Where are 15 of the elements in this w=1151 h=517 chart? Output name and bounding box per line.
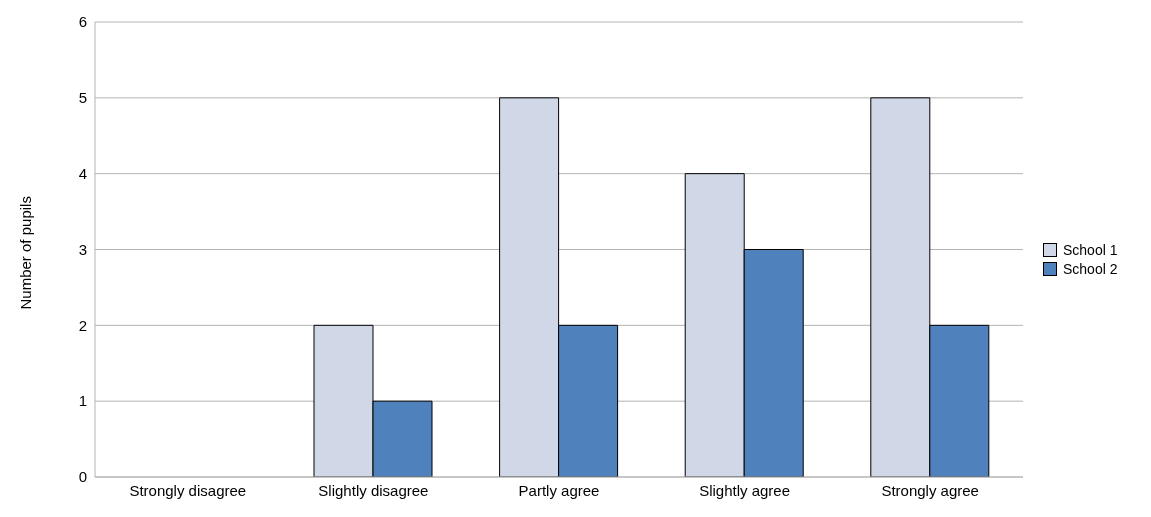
x-tick-label: Strongly disagree (129, 481, 247, 499)
y-tick-label: 4 (78, 164, 87, 182)
y-tick-label: 2 (78, 316, 87, 334)
y-tick-label: 6 (78, 13, 87, 31)
x-tick-label: Strongly agree (881, 481, 979, 499)
y-tick-label: 0 (78, 468, 87, 486)
x-tick-label: Partly agree (518, 481, 600, 499)
y-tick-label: 1 (78, 392, 87, 410)
y-tick-label: 3 (78, 240, 87, 258)
y-axis-title: Number of pupils (17, 196, 35, 310)
y-tick-label: 5 (78, 89, 87, 107)
x-tick-label: Slightly disagree (318, 481, 429, 499)
legend-label: School 2 (1063, 260, 1118, 277)
x-tick-label: Slightly agree (699, 481, 791, 499)
legend-label: School 1 (1063, 241, 1118, 258)
